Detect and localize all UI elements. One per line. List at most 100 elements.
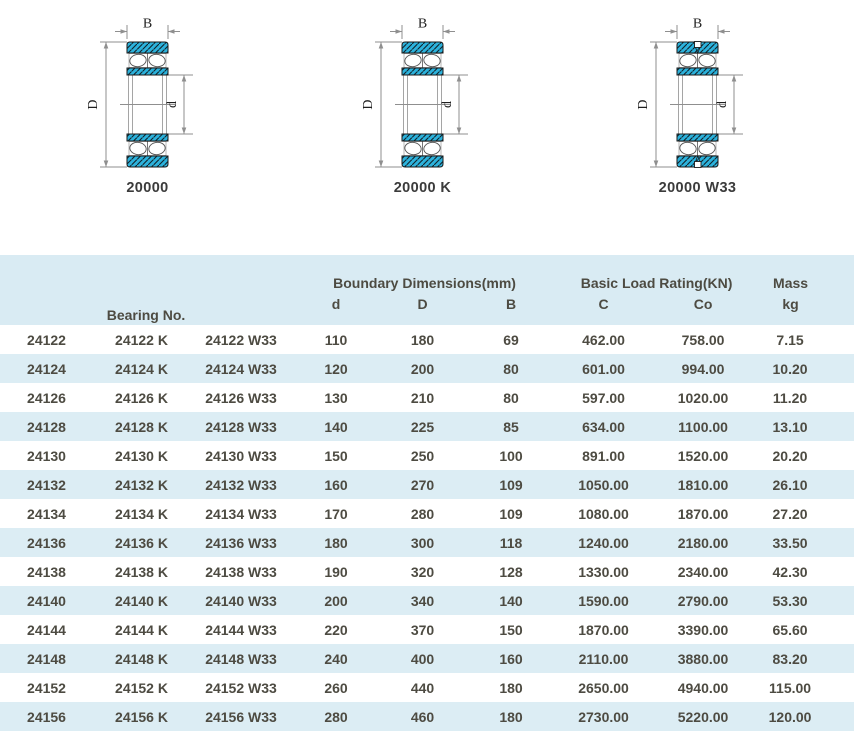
dim-label-D: D [86, 99, 101, 109]
table-cell: 1870.00 [578, 621, 629, 638]
table-cell: 280 [324, 708, 348, 725]
table-cell: 634.00 [582, 418, 625, 435]
table-cell: 150 [499, 621, 523, 638]
table-cell: 1080.00 [578, 505, 629, 522]
table-cell: 462.00 [582, 331, 625, 348]
bearing-rings [401, 41, 444, 168]
bearing-diagram-20000k: B D d 20000 K [335, 0, 555, 255]
table-cell: 110 [324, 331, 348, 348]
table-cell: 80 [503, 389, 519, 406]
dim-label-d: d [440, 101, 455, 108]
bearing-cross-section-drawing: B D d [86, 17, 193, 168]
table-cell: 200 [410, 360, 435, 377]
table-cell: 42.30 [772, 563, 808, 580]
table-cell: 24134 [27, 505, 66, 522]
table-cell: 250 [410, 447, 435, 464]
table-cell: 200 [324, 592, 348, 609]
table-cell: 1810.00 [677, 476, 729, 493]
table-cell: 440 [410, 679, 435, 696]
table-cell: 24156 W33 [205, 708, 277, 725]
table-cell: 24132 K [115, 476, 168, 493]
table-cell: 270 [410, 476, 435, 493]
table-cell: 128 [499, 563, 523, 580]
table-cell: 120 [324, 360, 348, 377]
table-cell: 24132 W33 [205, 476, 277, 493]
dim-label-d: d [165, 101, 180, 108]
table-cell: 24134 W33 [205, 505, 277, 522]
table-cell: 994.00 [681, 360, 725, 377]
table-cell: 2180.00 [677, 534, 729, 551]
table-cell: 69 [503, 331, 519, 348]
bearing-rings [126, 41, 169, 168]
table-cell: 80 [503, 360, 519, 377]
table-cell: 24130 K [115, 447, 168, 464]
header-col-B: B [465, 293, 558, 325]
table-cell: 27.20 [772, 505, 808, 522]
table-cell: 26.10 [772, 476, 808, 493]
table-cell: 24122 W33 [205, 331, 277, 348]
table-cell: 24124 W33 [205, 360, 277, 377]
table-row: 24136 24136 K 24136 W33 180 300 118 1240.00 218… [0, 528, 854, 557]
table-cell: 180 [324, 534, 348, 551]
table-cell: 24136 K [115, 534, 168, 551]
table-cell: 11.20 [772, 389, 808, 406]
table-row: 24140 24140 K 24140 W33 200 340 140 1590.00 279… [0, 586, 854, 615]
table-row: 24156 24156 K 24156 W33 280 460 180 2730.00 522… [0, 702, 854, 731]
table-row: 24144 24144 K 24144 W33 220 370 150 1870.00 339… [0, 615, 854, 644]
table-cell: 2340.00 [677, 563, 729, 580]
table-cell: 24144 K [115, 621, 168, 638]
header-mass: Mass [756, 255, 854, 293]
table-cell: 225 [410, 418, 435, 435]
table-cell: 120.00 [768, 708, 812, 725]
table-cell: 10.20 [772, 360, 808, 377]
rollers [128, 53, 167, 156]
table-cell: 53.30 [772, 592, 808, 609]
table-row: 24138 24138 K 24138 W33 190 320 128 1330.00 234… [0, 557, 854, 586]
table-cell: 24126 K [115, 389, 168, 406]
table-row: 24126 24126 K 24126 W33 130 210 80 597.00 1020.… [0, 383, 854, 412]
table-cell: 24138 W33 [205, 563, 277, 580]
table-cell: 24130 [27, 447, 66, 464]
table-cell: 24128 K [115, 418, 168, 435]
table-cell: 1870.00 [677, 505, 729, 522]
table-cell: 180 [499, 708, 523, 725]
diagram-caption: 20000 K [393, 180, 452, 196]
header-load-rating: Basic Load Rating(KN) [557, 255, 757, 293]
table-cell: 3880.00 [677, 650, 729, 667]
diagram-caption: 20000 [126, 180, 169, 196]
table-cell: 24138 K [115, 563, 168, 580]
header-col-C: C [557, 293, 651, 325]
dim-label-B: B [693, 17, 702, 32]
table-cell: 24156 [27, 708, 66, 725]
table-cell: 2730.00 [578, 708, 629, 725]
table-cell: 2790.00 [677, 592, 729, 609]
table-cell: 109 [499, 505, 523, 522]
w33-lubrication-groove [694, 41, 702, 168]
table-cell: 24134 K [115, 505, 168, 522]
table-cell: 24138 [27, 563, 66, 580]
table-cell: 7.15 [776, 331, 804, 348]
table-cell: 3390.00 [677, 621, 729, 638]
table-cell: 1240.00 [578, 534, 629, 551]
table-cell: 33.50 [772, 534, 808, 551]
table-cell: 24124 [27, 360, 66, 377]
dim-label-B: B [418, 17, 427, 32]
table-cell: 24144 W33 [205, 621, 277, 638]
table-cell: 2650.00 [578, 679, 629, 696]
table-cell: 2110.00 [578, 650, 629, 667]
dim-label-D: D [361, 99, 376, 109]
table-cell: 597.00 [582, 389, 625, 406]
table-cell: 24122 K [115, 331, 168, 348]
table-cell: 5220.00 [677, 708, 729, 725]
table-cell: 83.20 [772, 650, 808, 667]
table-cell: 24156 K [115, 708, 168, 725]
table-cell: 1520.00 [677, 447, 729, 464]
table-cell: 170 [324, 505, 348, 522]
table-cell: 1020.00 [677, 389, 729, 406]
bearing-cross-section-drawing: B D d [361, 17, 468, 168]
bearing-spec-table: Bearing No. Boundary Dimensions(mm) Basi… [0, 255, 854, 731]
header-bearing-no: Bearing No. [0, 255, 293, 325]
table-cell: 24148 [27, 650, 66, 667]
table-cell: 140 [324, 418, 348, 435]
table-cell: 280 [410, 505, 435, 522]
